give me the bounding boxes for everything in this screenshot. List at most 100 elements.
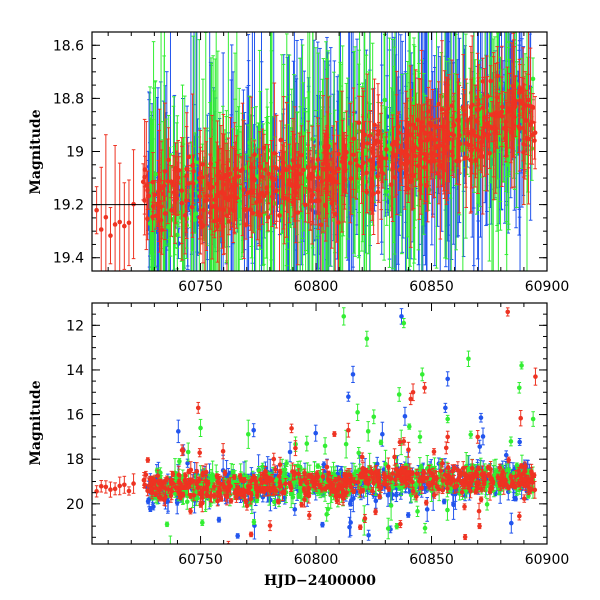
x-tick-label: 60750: [178, 279, 223, 295]
red-series-point: [427, 80, 433, 196]
red-series-point: [272, 165, 277, 193]
red-series-point: [108, 481, 113, 498]
red-series-point: [126, 486, 132, 496]
red-series-point: [301, 135, 306, 205]
red-series-point: [526, 32, 531, 169]
red-series-point: [423, 499, 429, 506]
red-outlier-point: [533, 367, 538, 386]
red-series-point: [281, 489, 287, 496]
red-series-point: [517, 511, 522, 521]
green-series-point: [296, 493, 302, 499]
red-series-point: [417, 122, 423, 160]
red-series-point: [142, 118, 147, 236]
red-series-point: [395, 112, 401, 141]
red-series-point: [145, 457, 151, 463]
red-series-point: [287, 480, 293, 487]
red-series-point: [98, 166, 104, 271]
red-series-point: [315, 165, 320, 215]
red-outlier-point: [195, 401, 201, 414]
green-series-point: [343, 429, 349, 459]
red-series-point: [367, 121, 373, 151]
y-tick-label: 20: [66, 497, 84, 513]
red-series-point: [482, 68, 487, 167]
blue-series-point: [405, 512, 411, 518]
red-series-point: [94, 485, 99, 498]
x-tick-label: 60900: [525, 279, 570, 295]
green-series-point: [168, 535, 173, 544]
red-series-point: [329, 157, 335, 249]
red-series-point: [262, 143, 268, 196]
red-series-point: [517, 58, 522, 127]
green-series-point: [245, 419, 251, 449]
red-series-point: [265, 203, 271, 232]
red-series-point: [170, 155, 176, 215]
red-series-point: [532, 96, 538, 170]
red-series-point: [487, 112, 492, 141]
red-series-point: [280, 144, 285, 200]
red-series-point: [228, 117, 233, 231]
red-series-point: [364, 73, 370, 214]
green-series-point: [406, 423, 412, 430]
red-series-point: [461, 88, 467, 132]
green-outlier-point: [445, 414, 450, 424]
red-series-point: [217, 193, 223, 225]
red-series-point: [513, 76, 518, 137]
red-series-point: [305, 120, 311, 214]
green-series-point: [385, 517, 391, 540]
red-series-point: [165, 138, 171, 225]
red-series-point: [274, 114, 279, 222]
red-series-point: [522, 84, 528, 180]
red-series-point: [228, 498, 234, 504]
red-series-point: [471, 114, 477, 150]
red-series-point: [384, 131, 389, 168]
red-series-point: [509, 42, 515, 189]
red-series-point: [370, 168, 375, 204]
red-series-point: [323, 132, 328, 172]
x-tick-label: 60750: [178, 552, 223, 568]
red-series-point: [298, 125, 304, 186]
red-series-point: [520, 112, 526, 144]
green-outlier-point: [466, 350, 471, 367]
x-tick-label: 60850: [409, 279, 454, 295]
green-series-point: [378, 439, 384, 446]
red-series-point: [189, 180, 195, 234]
red-series-point: [226, 540, 231, 544]
red-series-point: [295, 152, 301, 222]
red-series-point: [356, 95, 362, 150]
red-series-point: [372, 130, 378, 158]
red-series-point: [131, 473, 136, 494]
red-series-point: [292, 106, 298, 228]
green-outlier-point: [516, 382, 522, 394]
red-series-point: [278, 120, 284, 160]
red-series-point: [231, 474, 237, 480]
red-series-point: [184, 112, 190, 239]
red-series-point: [285, 185, 291, 213]
red-series-point: [234, 135, 239, 203]
green-outlier-point: [198, 418, 203, 438]
red-series-point: [186, 164, 192, 203]
red-series-point: [332, 431, 337, 437]
blue-series-point: [313, 424, 319, 442]
red-series-point: [186, 468, 192, 475]
red-series-point: [254, 188, 259, 217]
red-series-point: [175, 139, 181, 216]
red-series-point: [490, 479, 496, 486]
red-series-point: [198, 146, 203, 218]
red-series-point: [529, 104, 535, 165]
red-series-point: [197, 448, 203, 458]
red-series-point: [319, 166, 325, 196]
red-series-point: [462, 534, 468, 541]
green-outlier-point: [364, 330, 370, 347]
green-outlier-point: [371, 409, 377, 425]
red-outlier-point: [422, 382, 427, 394]
blue-outlier-point: [443, 402, 448, 413]
red-series-point: [117, 476, 123, 496]
blue-series-point: [517, 437, 522, 446]
red-series-point: [103, 134, 109, 271]
red-series-point: [415, 152, 421, 180]
green-outlier-point: [519, 361, 524, 370]
red-series-point: [220, 443, 226, 460]
bottom-x-axis-label: HJD−2400000: [264, 573, 376, 589]
blue-series-point: [402, 406, 408, 426]
red-series-point: [208, 137, 214, 190]
